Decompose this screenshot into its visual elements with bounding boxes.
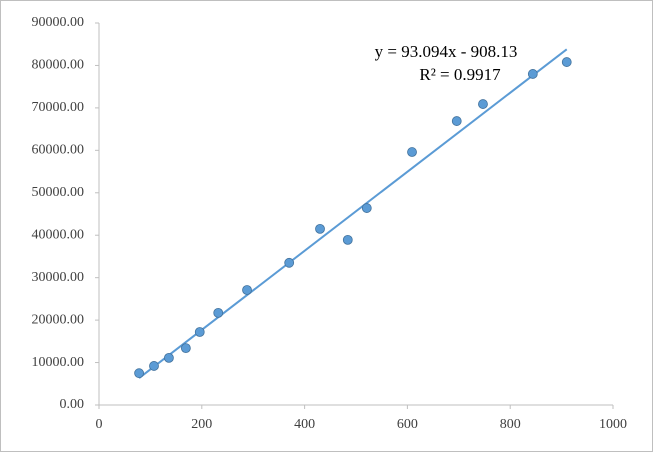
x-tick-label: 0 [96, 417, 103, 432]
y-tick-label: 80000.00 [32, 58, 85, 73]
x-tick-label: 800 [500, 417, 521, 432]
y-tick-label: 40000.00 [32, 227, 85, 242]
y-tick-label: 20000.00 [32, 312, 85, 327]
x-tick-label: 200 [191, 417, 212, 432]
data-point [194, 327, 205, 337]
y-tick-label: 60000.00 [32, 143, 85, 158]
trend-equation: y = 93.094x - 908.13 [375, 42, 518, 61]
y-tick-label: 70000.00 [32, 100, 85, 115]
x-tick-label: 400 [294, 417, 315, 432]
y-tick-label: 30000.00 [32, 270, 85, 285]
trendline [138, 48, 568, 379]
data-point [180, 343, 191, 354]
x-tick-label: 1000 [599, 417, 627, 432]
data-point [361, 203, 372, 213]
data-point [342, 234, 353, 245]
y-tick-label: 50000.00 [32, 185, 85, 200]
data-point [164, 352, 174, 363]
data-point [134, 368, 144, 379]
r-squared: R² = 0.9917 [419, 65, 501, 84]
data-point [149, 361, 159, 371]
data-point [284, 257, 295, 268]
data-point [478, 99, 488, 109]
y-tick-label: 10000.00 [32, 355, 85, 370]
data-point [407, 147, 417, 157]
data-point [451, 116, 462, 126]
data-point [242, 285, 252, 295]
data-point [315, 223, 325, 234]
data-point [527, 69, 538, 79]
data-point [561, 57, 572, 67]
y-tick-label: 0.00 [60, 397, 85, 412]
y-tick-label: 90000.00 [32, 15, 85, 30]
data-point [213, 307, 224, 318]
x-tick-label: 600 [397, 417, 418, 432]
